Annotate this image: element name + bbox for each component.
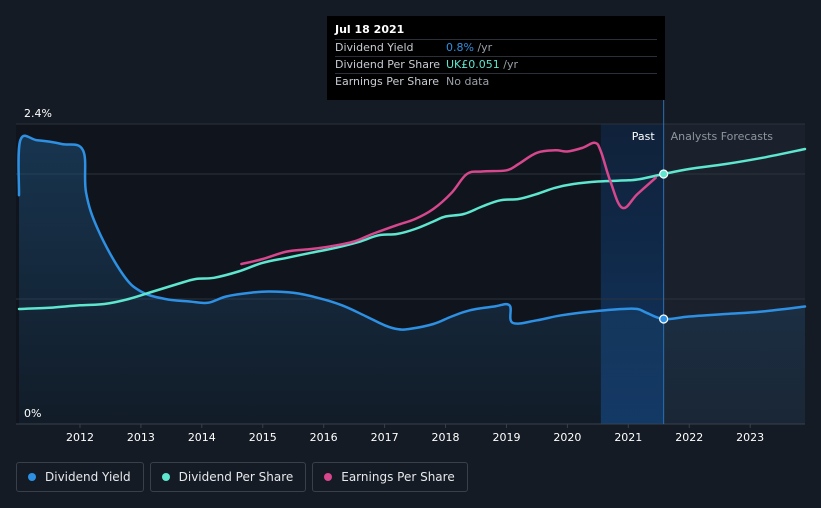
past-label: Past [632, 130, 656, 143]
legend-label: Dividend Per Share [178, 470, 294, 484]
x-tick-label: 2015 [249, 431, 277, 444]
tooltip-value-main: 0.8% [446, 41, 474, 54]
dividend_per_share-line [17, 147, 807, 311]
x-tick-label: 2020 [553, 431, 581, 444]
tooltip-row-value: No data [446, 74, 489, 90]
tooltip-row-label: Dividend Per Share [335, 58, 441, 71]
forecast-label: Analysts Forecasts [671, 130, 774, 143]
legend-item-dividend-yield[interactable]: Dividend Yield [16, 462, 144, 492]
x-tick-label: 2013 [127, 431, 155, 444]
legend-item-earnings-per-share[interactable]: Earnings Per Share [312, 462, 468, 492]
legend-label: Earnings Per Share [341, 470, 455, 484]
legend-dot-icon [161, 473, 170, 481]
y-tick-label: 0% [24, 407, 41, 420]
x-tick-label: 2022 [675, 431, 703, 444]
x-tick-label: 2012 [66, 431, 94, 444]
x-tick-label: 2019 [492, 431, 520, 444]
y-tick-label: 2.4% [24, 107, 52, 120]
dividend_per_share-marker [659, 169, 669, 179]
tooltip-value-suffix: /yr [499, 58, 519, 71]
dividend_yield-marker [659, 314, 669, 324]
tooltip-row-dividend-per-share: Dividend Per Share UK£0.051 /yr [335, 56, 657, 73]
earnings_per_share-line [240, 141, 657, 266]
legend: Dividend Yield Dividend Per Share Earnin… [16, 462, 468, 492]
tooltip-row-label: Earnings Per Share [335, 75, 440, 88]
tooltip-row-label: Dividend Yield [335, 41, 414, 54]
tooltip-row-earnings-per-share: Earnings Per Share No data [335, 73, 657, 90]
tooltip-value-suffix: /yr [473, 41, 493, 54]
legend-label: Dividend Yield [45, 470, 131, 484]
tooltip-value-main: UK£0.051 [446, 58, 500, 71]
tooltip-row-value: UK£0.051 /yr [446, 57, 518, 73]
x-tick-label: 2021 [614, 431, 642, 444]
tooltip-row-value: 0.8% /yr [446, 40, 492, 56]
legend-item-dividend-per-share[interactable]: Dividend Per Share [149, 462, 307, 492]
x-tick-label: 2023 [736, 431, 764, 444]
x-tick-label: 2017 [371, 431, 399, 444]
dividend_yield-area [18, 135, 805, 425]
x-tick-label: 2014 [188, 431, 216, 444]
tooltip-row-dividend-yield: Dividend Yield 0.8% /yr [335, 39, 657, 56]
x-tick-label: 2018 [432, 431, 460, 444]
x-tick-label: 2016 [310, 431, 338, 444]
tooltip-value-main: No data [446, 75, 490, 88]
legend-dot-icon [324, 473, 333, 481]
tooltip-date: Jul 18 2021 [335, 23, 405, 36]
tooltip: Jul 18 2021 Dividend Yield 0.8% /yr Divi… [327, 16, 665, 100]
legend-dot-icon [28, 473, 36, 481]
dividend_yield-line [17, 134, 807, 331]
